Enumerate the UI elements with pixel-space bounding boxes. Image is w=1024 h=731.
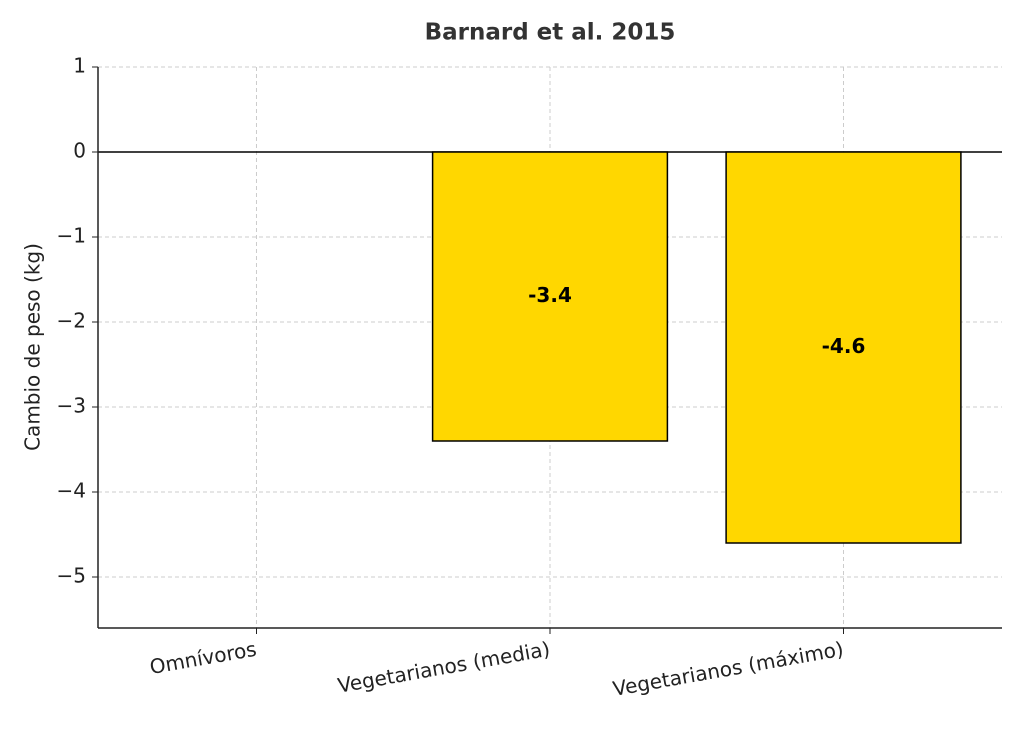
y-tick-label: −2	[57, 309, 86, 333]
value-label: -3.4	[528, 283, 572, 307]
y-tick-label: −5	[57, 564, 86, 588]
y-tick-label: −4	[57, 479, 86, 503]
x-tick-label: Omnívoros	[148, 637, 258, 679]
y-tick-label: −3	[57, 394, 86, 418]
y-tick-label: −1	[57, 224, 86, 248]
y-axis-label: Cambio de peso (kg)	[21, 243, 45, 451]
y-tick-label: 0	[73, 139, 86, 163]
y-tick-label: 1	[73, 54, 86, 78]
bar	[725, 151, 962, 544]
x-tick-label: Vegetarianos (máximo)	[611, 637, 845, 701]
value-label: -4.6	[822, 334, 866, 358]
bar	[431, 151, 669, 442]
x-tick-label: Vegetarianos (media)	[336, 637, 552, 698]
chart-title: Barnard et al. 2015	[425, 20, 676, 46]
